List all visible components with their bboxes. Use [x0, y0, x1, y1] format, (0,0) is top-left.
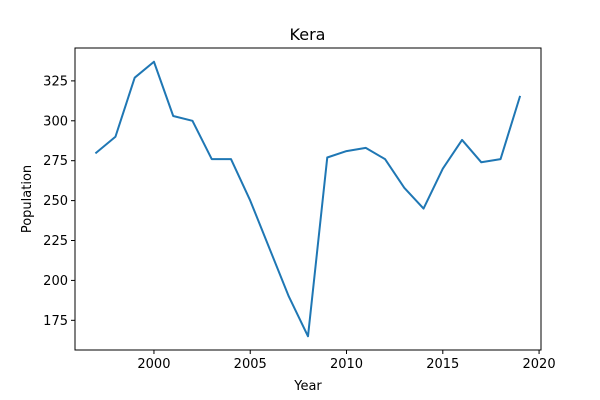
- y-axis-ticks: 175 200 225 250 275 300 325: [43, 74, 75, 329]
- x-tick-label: 2005: [234, 357, 267, 372]
- x-tick-label: 2015: [426, 357, 459, 372]
- y-tick-label: 225: [43, 234, 68, 249]
- plot-frame: [74, 47, 542, 351]
- y-tick-label: 300: [43, 114, 68, 129]
- series-group: [94, 60, 522, 338]
- y-tick-label: 200: [43, 274, 68, 289]
- x-tick-label: 2000: [137, 357, 170, 372]
- y-tick-label: 275: [43, 154, 68, 169]
- x-tick-label: 2020: [523, 357, 556, 372]
- series-line: [94, 60, 522, 338]
- y-tick-label: 325: [43, 74, 68, 89]
- chart-title: Kera: [290, 25, 326, 44]
- y-tick-label: 250: [43, 194, 68, 209]
- y-axis-label: Population: [20, 165, 35, 233]
- x-axis-ticks: 2000 2005 2010 2015 2020: [137, 350, 556, 372]
- y-tick-label: 175: [43, 314, 68, 329]
- x-tick-label: 2010: [330, 357, 363, 372]
- x-axis-label: Year: [293, 379, 322, 394]
